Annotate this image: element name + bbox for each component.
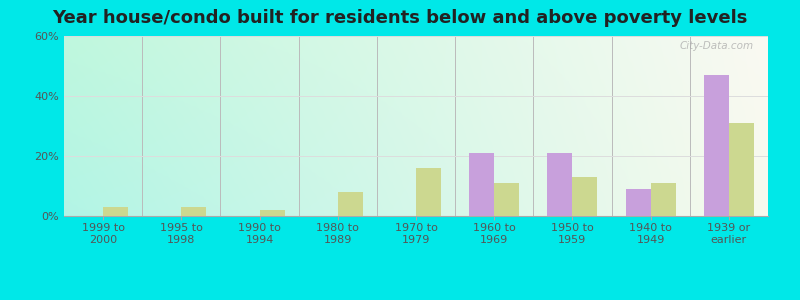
Bar: [416, 168, 441, 216]
Bar: [547, 153, 573, 216]
Bar: [338, 192, 363, 216]
Bar: [259, 210, 285, 216]
Bar: [573, 177, 598, 216]
Bar: [182, 207, 206, 216]
Bar: [704, 75, 729, 216]
Text: City-Data.com: City-Data.com: [680, 41, 754, 51]
Bar: [650, 183, 676, 216]
Bar: [729, 123, 754, 216]
Bar: [626, 189, 650, 216]
Bar: [103, 207, 128, 216]
Text: Year house/condo built for residents below and above poverty levels: Year house/condo built for residents bel…: [52, 9, 748, 27]
Bar: [494, 183, 519, 216]
Bar: [469, 153, 494, 216]
